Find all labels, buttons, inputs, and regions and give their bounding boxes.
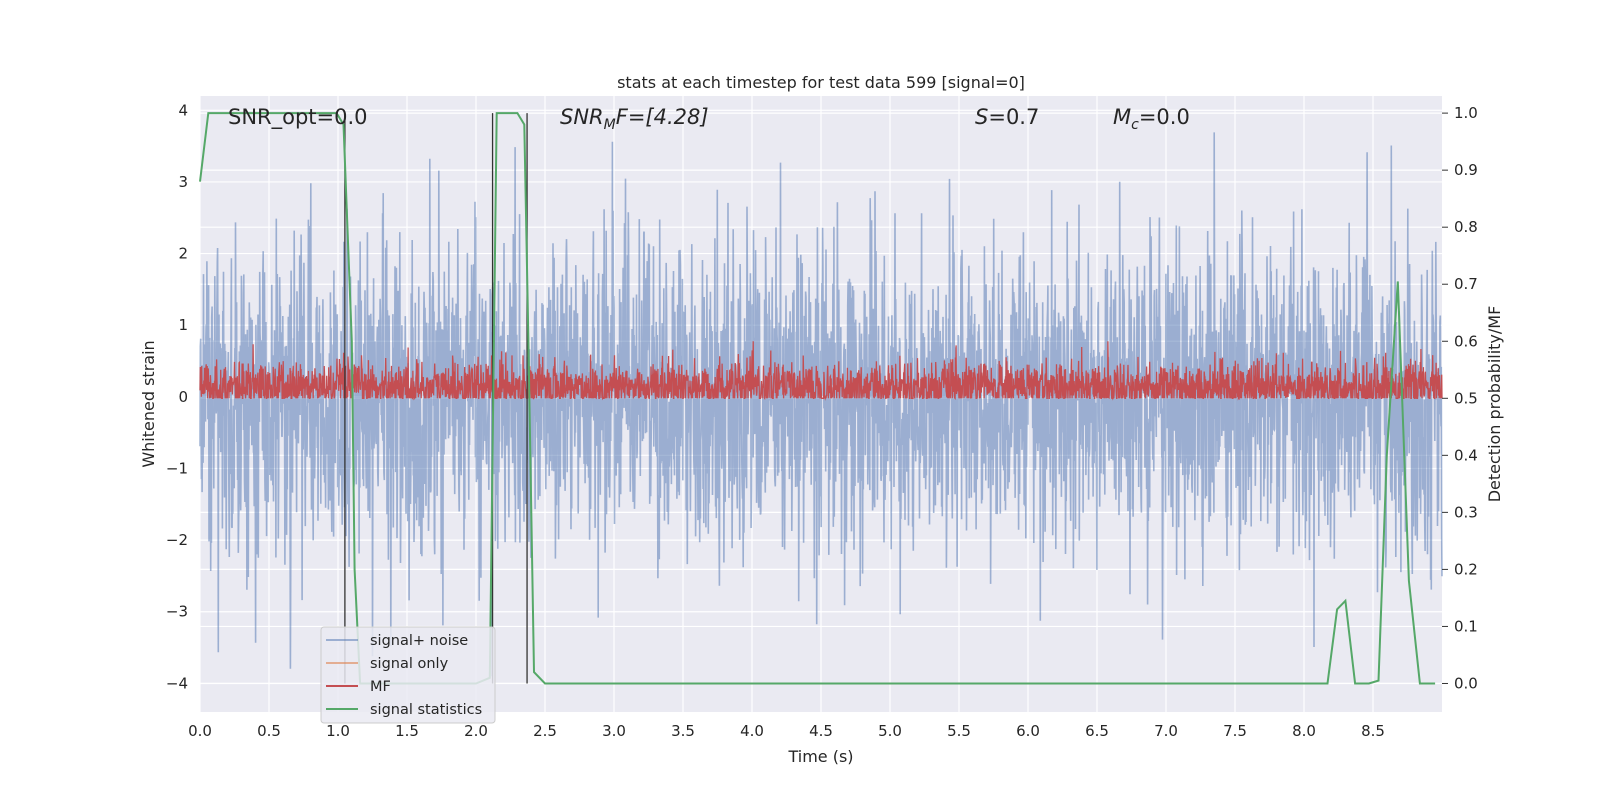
y-right-tick-label: 0.5 (1454, 389, 1478, 407)
x-tick-label: 7.0 (1154, 722, 1178, 740)
y-left-tick-label: −1 (166, 459, 188, 477)
x-tick-label: 1.0 (326, 722, 350, 740)
plot-area (199, 112, 1443, 685)
y-right-tick-label: 0.3 (1454, 503, 1478, 521)
y-right-tick-label: 1.0 (1454, 104, 1478, 122)
snr-mf-annotation: SNRMF=[4.28] (560, 105, 709, 133)
x-tick-label: 8.0 (1292, 722, 1316, 740)
legend-label-signal-only: signal only (370, 656, 449, 672)
y-right-tick-label: 0.9 (1454, 161, 1478, 179)
x-tick-label: 5.5 (947, 722, 971, 740)
y-left-tick-label: −4 (166, 674, 188, 692)
y-right-tick-label: 0.6 (1454, 332, 1478, 350)
x-tick-label: 5.0 (878, 722, 902, 740)
y-right-tick-label: 0.7 (1454, 275, 1478, 293)
y-right-tick-label: 0.1 (1454, 617, 1478, 635)
snr-opt-annotation: SNR_opt=0.0 (228, 105, 368, 130)
legend-label-signal-noise: signal+ noise (370, 633, 468, 649)
x-tick-label: 3.5 (671, 722, 695, 740)
snr-mf-rest: F=[4.28] (616, 105, 709, 129)
y-left-tick-label: 4 (178, 101, 188, 119)
x-axis-label: Time (s) (787, 747, 853, 766)
chart-title: stats at each timestep for test data 599… (617, 73, 1025, 92)
y-right-tick-labels: 1.0 0.9 0.8 0.7 0.6 0.5 0.4 0.3 0.2 0.1 0.0 (1442, 104, 1478, 692)
y-right-tick-label: 0.8 (1454, 218, 1478, 236)
y-axis-label-right: Detection probability/MF (1485, 306, 1504, 503)
snr-mf-sub: M (604, 117, 616, 133)
series-signal-statistics (199, 112, 1436, 685)
s-rest: =0.7 (988, 105, 1039, 129)
legend-box (320, 626, 496, 724)
y-left-tick-label: −2 (166, 531, 188, 549)
y-left-tick-label: 0 (178, 388, 188, 406)
y-left-tick-label: 1 (178, 316, 188, 334)
s-annotation: S=0.7 (975, 105, 1039, 129)
x-tick-labels: 0.0 0.5 1.0 1.5 2.0 2.5 3.0 3.5 4.0 4.5 5.0 5.5 6.0 6… (188, 722, 1385, 740)
mc-sub: c (1131, 117, 1139, 133)
series-mf (199, 341, 1443, 401)
legend-label-signal-statistics: signal statistics (370, 702, 482, 718)
y-left-tick-label: −3 (166, 603, 188, 621)
y-left-tick-label: 3 (178, 173, 188, 191)
s-var: S (975, 105, 988, 129)
x-tick-label: 4.5 (809, 722, 833, 740)
y-left-tick-labels: 4 3 2 1 0 −1 −2 −3 −4 (166, 101, 188, 692)
y-right-tick-label: 0.4 (1454, 446, 1478, 464)
legend-label-mf: MF (370, 679, 391, 695)
mc-rest: =0.0 (1139, 105, 1190, 129)
x-tick-label: 6.0 (1016, 722, 1040, 740)
x-tick-label: 1.5 (395, 722, 419, 740)
legend: signal+ noise signal only MF signal stat… (320, 626, 496, 724)
x-tick-label: 3.0 (602, 722, 626, 740)
y-right-tick-label: 0.0 (1454, 674, 1478, 692)
y-right-tick-label: 0.2 (1454, 560, 1478, 578)
x-tick-label: 7.5 (1223, 722, 1247, 740)
y-axis-label-left: Whitened strain (139, 340, 158, 467)
x-tick-label: 2.5 (533, 722, 557, 740)
snr-mf-main: SNR (560, 105, 604, 129)
x-tick-label: 2.0 (464, 722, 488, 740)
x-tick-label: 8.5 (1361, 722, 1385, 740)
x-tick-label: 0.0 (188, 722, 212, 740)
mc-annotation: Mc=0.0 (1113, 105, 1190, 133)
y-left-tick-label: 2 (178, 245, 188, 263)
x-tick-label: 0.5 (257, 722, 281, 740)
mc-main: M (1113, 105, 1131, 129)
x-tick-label: 6.5 (1085, 722, 1109, 740)
x-tick-label: 4.0 (740, 722, 764, 740)
